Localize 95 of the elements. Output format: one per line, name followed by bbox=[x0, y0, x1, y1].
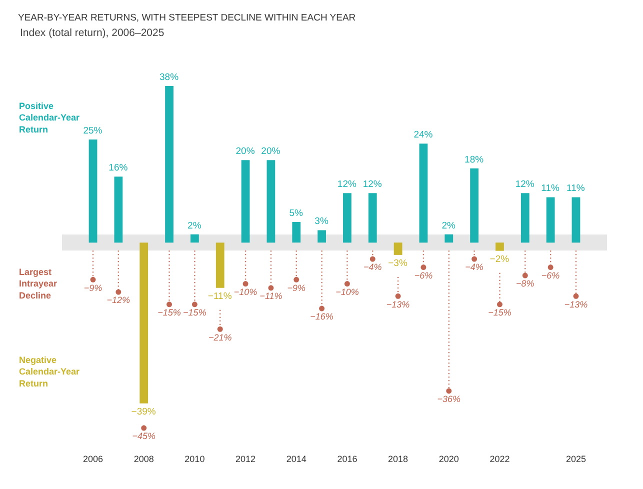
x-tick-label: 2018 bbox=[388, 454, 408, 464]
text: Negative Calendar-Year Return bbox=[19, 355, 80, 388]
data-label: −4% bbox=[363, 262, 382, 272]
point bbox=[166, 302, 172, 308]
data-label: −4% bbox=[465, 262, 484, 272]
data-label: −15% bbox=[488, 308, 512, 318]
data-label: 20% bbox=[261, 146, 281, 158]
data-label: 12% bbox=[337, 179, 357, 190]
bar bbox=[394, 242, 402, 255]
data-label: −9% bbox=[84, 282, 102, 293]
point bbox=[446, 388, 452, 394]
point bbox=[116, 289, 122, 295]
data-label: 2% bbox=[188, 220, 202, 232]
data-label: 18% bbox=[464, 154, 484, 166]
data-label: 12% bbox=[515, 179, 535, 190]
x-tick-label: 2006 bbox=[82, 454, 104, 464]
text: Largest Intrayear Decline bbox=[19, 267, 58, 300]
data-label: 24% bbox=[414, 130, 434, 141]
bar bbox=[520, 193, 530, 243]
data-label: −45% bbox=[132, 431, 156, 442]
point bbox=[242, 281, 248, 287]
point bbox=[548, 264, 554, 270]
data-label: 25% bbox=[83, 126, 103, 137]
x-tick-label: 2010 bbox=[184, 454, 205, 464]
data-label: −11% bbox=[208, 290, 232, 302]
data-label: −6% bbox=[414, 270, 433, 280]
data-label: −6% bbox=[541, 270, 560, 280]
x-tick-label: 2012 bbox=[236, 454, 256, 464]
bar bbox=[368, 193, 377, 243]
data-label: 20% bbox=[236, 146, 256, 158]
data-label: 3% bbox=[314, 216, 329, 228]
bar bbox=[216, 242, 224, 288]
data-label: −2% bbox=[490, 254, 510, 265]
data-label: −21% bbox=[208, 332, 232, 342]
data-label: 11% bbox=[541, 183, 560, 194]
point bbox=[192, 302, 198, 308]
bar bbox=[114, 176, 123, 243]
data-label: −9% bbox=[287, 282, 306, 293]
data-label: −12% bbox=[106, 295, 130, 306]
point bbox=[294, 276, 300, 282]
x-tick-label: 2016 bbox=[337, 454, 358, 464]
bar bbox=[140, 242, 148, 404]
data-label: −39% bbox=[131, 406, 156, 418]
bar bbox=[266, 160, 276, 243]
x-tick-label: 2008 bbox=[134, 454, 154, 464]
data-label: −3% bbox=[388, 258, 408, 269]
bar bbox=[470, 168, 478, 243]
point bbox=[319, 306, 325, 312]
data-label: 38% bbox=[159, 72, 180, 83]
point bbox=[522, 272, 528, 278]
bar bbox=[241, 160, 250, 243]
data-label: 2% bbox=[442, 220, 456, 232]
data-label: 5% bbox=[289, 208, 304, 219]
chart-title: YEAR-BY-YEAR RETURNS, WITH STEEPEST DECLINE WITHIN EACH YEAR bbox=[18, 12, 356, 24]
point bbox=[420, 264, 426, 270]
data-label: −15% bbox=[183, 308, 206, 318]
point bbox=[395, 293, 401, 299]
point bbox=[344, 281, 350, 287]
point bbox=[217, 326, 223, 332]
chart-subtitle: Index (total return), 2006–2025 bbox=[20, 27, 164, 39]
data-label: −8% bbox=[516, 278, 534, 289]
data-label: −16% bbox=[310, 312, 334, 322]
x-tick-label: 2020 bbox=[438, 454, 459, 464]
data-label: −15% bbox=[158, 308, 181, 318]
bar bbox=[190, 234, 199, 243]
point bbox=[268, 285, 274, 291]
bar bbox=[165, 86, 174, 243]
bar bbox=[88, 140, 98, 243]
data-label: −13% bbox=[386, 299, 410, 310]
bar bbox=[444, 234, 454, 243]
data-label: 12% bbox=[362, 179, 382, 190]
bar bbox=[496, 242, 504, 251]
bar bbox=[292, 222, 301, 243]
point bbox=[573, 293, 579, 299]
point bbox=[141, 425, 147, 431]
point bbox=[90, 276, 96, 282]
data-label: −13% bbox=[564, 299, 588, 310]
x-tick-label: 2014 bbox=[286, 454, 306, 464]
bar bbox=[572, 197, 580, 243]
data-label: −10% bbox=[336, 286, 359, 297]
bar bbox=[318, 230, 326, 243]
data-label: 16% bbox=[108, 162, 128, 174]
point bbox=[496, 302, 502, 308]
series-label: Positive Calendar-Year Return bbox=[19, 101, 80, 134]
bar bbox=[419, 144, 428, 243]
bar bbox=[546, 197, 555, 243]
point bbox=[472, 256, 478, 262]
point bbox=[370, 256, 376, 262]
data-label: −11% bbox=[260, 291, 282, 302]
x-tick-label: 2025 bbox=[566, 454, 586, 464]
data-label: −10% bbox=[234, 286, 258, 297]
data-label: −36% bbox=[437, 394, 461, 404]
data-label: 11% bbox=[566, 183, 586, 194]
bar bbox=[343, 193, 352, 243]
x-tick-label: 2022 bbox=[490, 454, 510, 464]
